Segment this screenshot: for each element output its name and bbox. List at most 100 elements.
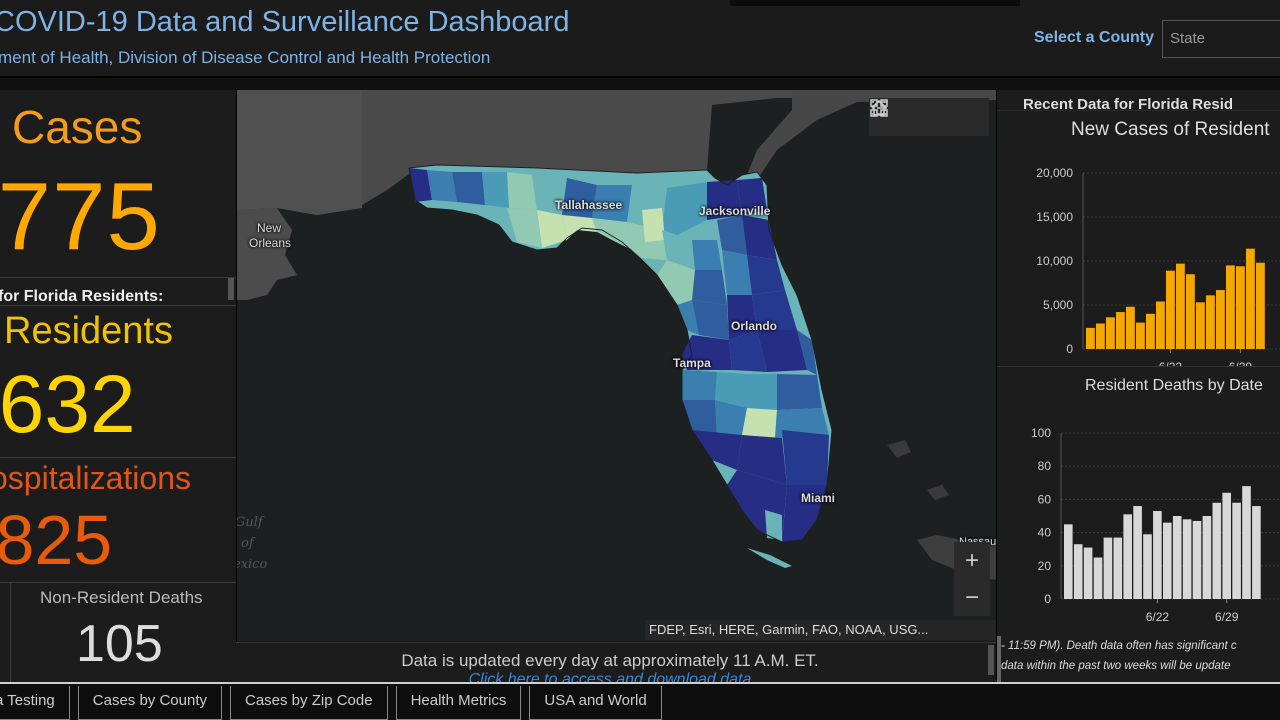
chart-title: New Cases of Resident (1071, 119, 1270, 140)
county-patch (662, 182, 707, 235)
y-tick-label: 100 (1031, 426, 1051, 440)
chart-bar[interactable] (1083, 547, 1093, 599)
chart-bar[interactable] (1242, 486, 1251, 599)
download-data-link[interactable]: Click here to access and download data (468, 671, 752, 682)
county-patch (777, 374, 822, 410)
chart-bar[interactable] (1166, 270, 1175, 349)
county-patch (729, 330, 767, 372)
county-patch (682, 370, 717, 400)
chart-bar[interactable] (1116, 312, 1125, 349)
chart-bar[interactable] (1123, 514, 1132, 599)
chart-bar[interactable] (1226, 265, 1235, 349)
county-patch (642, 208, 665, 242)
chart-bar[interactable] (1146, 313, 1155, 349)
tab-cases-by-county[interactable]: Cases by County (77, 686, 222, 720)
scrollbar[interactable] (997, 636, 1001, 682)
hospitalizations-value: ,825 (0, 501, 113, 579)
y-tick-label: 0 (1066, 342, 1073, 356)
chart-bar[interactable] (1156, 301, 1165, 349)
chart-bar[interactable] (1093, 557, 1103, 600)
chart-bar[interactable] (1153, 511, 1162, 599)
chart-bar[interactable] (1113, 537, 1123, 599)
county-patch (747, 255, 785, 295)
chart-bar[interactable] (1222, 492, 1231, 599)
zoom-in-button[interactable]: + (964, 546, 979, 574)
county-patch (692, 430, 742, 470)
county-patch (782, 485, 827, 542)
chart-title: Resident Deaths by Date (1085, 377, 1263, 394)
county-map[interactable]: Tallahassee Jacksonville Orlando Tampa M… (236, 90, 996, 642)
chart-bar[interactable] (1126, 306, 1135, 349)
chart-bar[interactable] (1256, 262, 1265, 349)
chart-bar[interactable] (1216, 290, 1225, 349)
divider (0, 457, 236, 458)
chart-bar[interactable] (1206, 295, 1215, 349)
zoom-control: + − (954, 542, 990, 616)
county-patch (747, 374, 777, 410)
county-select[interactable]: State (1162, 20, 1280, 58)
chart-bar[interactable] (1136, 322, 1145, 349)
county-patch (452, 172, 485, 205)
chart-bar[interactable] (1143, 534, 1152, 599)
tab-usa-and-world[interactable]: USA and World (529, 686, 662, 720)
tab-testing[interactable]: a Testing (0, 686, 70, 720)
chart-bar[interactable] (1086, 327, 1095, 349)
note-line: data within the past two weeks will be u… (1001, 660, 1231, 672)
chart-bar[interactable] (1186, 274, 1195, 349)
county-patch (782, 430, 829, 485)
us-mainland-shape (237, 90, 996, 215)
residents-caption: for Florida Residents: (0, 288, 164, 305)
scrollbar[interactable] (988, 645, 994, 675)
zoom-out-button[interactable]: − (964, 583, 979, 611)
chart-bar[interactable] (1073, 544, 1083, 599)
county-patch (507, 172, 537, 210)
chart-bar[interactable] (1163, 522, 1172, 599)
county-patch (592, 185, 632, 222)
county-patch (657, 260, 695, 305)
chart-bar[interactable] (1182, 519, 1192, 599)
county-patch (427, 170, 457, 202)
map-water-label: of (241, 536, 254, 551)
list-icon[interactable] (872, 98, 949, 136)
chart-bar[interactable] (1133, 506, 1142, 599)
county-patch (715, 400, 747, 435)
county-patch (409, 168, 432, 202)
residents-value: ,632 (0, 359, 136, 450)
chart-bar[interactable] (1096, 323, 1105, 349)
chart-bar[interactable] (1103, 537, 1113, 599)
chart-bar[interactable] (1196, 302, 1205, 349)
county-patch (742, 408, 777, 438)
county-patch (537, 210, 567, 248)
chart-bar[interactable] (1176, 263, 1185, 349)
chart-bar[interactable] (1202, 516, 1212, 599)
chart-bar[interactable] (1246, 248, 1255, 349)
chart-bar[interactable] (1212, 502, 1222, 599)
divider (0, 277, 236, 278)
map-attribution[interactable]: FDEP, Esri, HERE, Garmin, FAO, NOAA, USG… (645, 620, 996, 640)
grid-icon[interactable] (870, 98, 989, 136)
divider (0, 305, 236, 306)
resident-deaths-chart: 0 20 40 60 80 100 6/22 6/29 (1031, 426, 1280, 624)
x-tick-label: 6/22 (1146, 610, 1170, 624)
chart-bar[interactable] (1064, 524, 1073, 599)
chart-bar[interactable] (1172, 516, 1182, 599)
chart-bar[interactable] (1236, 266, 1245, 349)
chart-bar[interactable] (1252, 506, 1261, 599)
county-patch (662, 230, 695, 270)
death-data-note: - 11:59 PM). Death data often has signif… (1001, 636, 1280, 676)
chart-bar[interactable] (1192, 520, 1202, 599)
county-patch (682, 335, 732, 370)
tab-cases-by-zip-code[interactable]: Cases by Zip Code (230, 686, 388, 720)
county-patch (737, 435, 787, 485)
map-label-tallahassee: Tallahassee (555, 198, 623, 212)
hospitalizations-label: ospitalizations (0, 460, 191, 496)
chart-bar[interactable] (1106, 317, 1115, 349)
divider (0, 582, 236, 583)
scrollbar[interactable] (228, 278, 234, 300)
chart-bar[interactable] (1232, 502, 1241, 599)
county-patch (737, 178, 767, 215)
county-patch (562, 215, 597, 240)
tab-health-metrics[interactable]: Health Metrics (395, 686, 522, 720)
x-tick-label: 6/29 (1215, 610, 1239, 624)
dashboard-header: COVID-19 Data and Surveillance Dashboard… (0, 0, 1280, 78)
